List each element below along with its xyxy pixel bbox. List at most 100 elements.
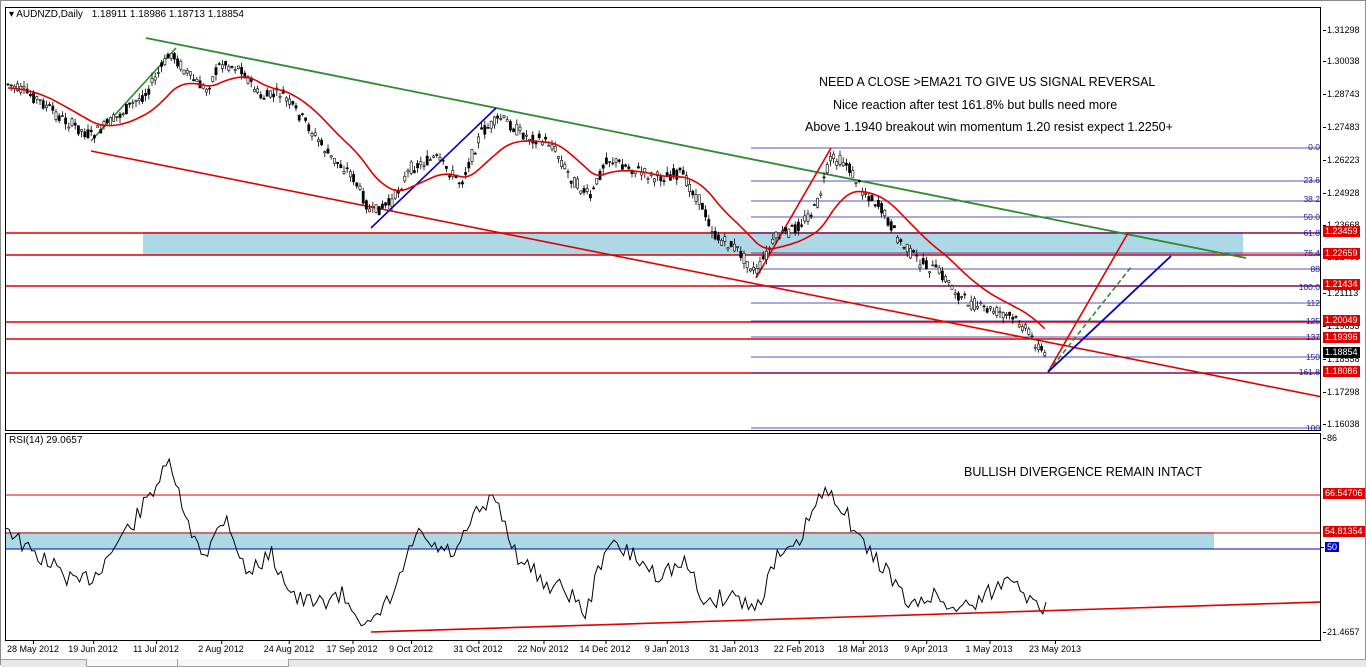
candle-body xyxy=(617,159,621,162)
chart-tab-active[interactable] xyxy=(86,659,178,667)
candle-body xyxy=(710,231,714,233)
candle-body xyxy=(195,79,199,82)
time-axis-label: 28 May 2012 xyxy=(6,641,60,654)
candle-body xyxy=(189,71,192,76)
candle-body xyxy=(521,132,525,140)
candle-body xyxy=(284,97,288,102)
candle-body xyxy=(217,63,221,65)
candle-body xyxy=(576,178,580,189)
candle-body xyxy=(681,170,685,175)
candle-body xyxy=(921,258,925,265)
candle-body xyxy=(419,161,423,166)
candle-body xyxy=(233,69,237,71)
candle-body xyxy=(620,164,624,170)
candle-body xyxy=(969,300,973,310)
price-tag: 1.18854 xyxy=(1323,347,1360,358)
rsi-axis-label: 50 xyxy=(1320,542,1340,552)
chevron-down-icon[interactable]: ▾ xyxy=(9,9,15,20)
rsi-axis-label: 66.54706 xyxy=(1323,488,1365,499)
fibonacci-lines xyxy=(751,147,1320,429)
candle-body xyxy=(1043,352,1047,357)
price-axis: 1.31298 1.30038 1.28743 1.27483 1.26223 1.249… xyxy=(1321,7,1366,431)
candle-body xyxy=(774,231,778,239)
candle-body xyxy=(496,115,500,119)
candle-body xyxy=(886,217,890,226)
candle-body xyxy=(163,58,167,66)
candle-body xyxy=(979,302,983,304)
candle-body xyxy=(697,194,701,205)
candle-body xyxy=(796,221,800,232)
candle-body xyxy=(726,247,730,250)
candle-body xyxy=(137,98,141,101)
chart-tabs xyxy=(1,659,1366,667)
candle-body xyxy=(358,185,362,190)
candle-body xyxy=(560,160,564,167)
candle-body xyxy=(873,204,877,207)
candle-body xyxy=(748,268,752,272)
candle-body xyxy=(336,161,340,164)
candle-body xyxy=(227,65,231,71)
candle-body xyxy=(307,124,311,132)
candle-body xyxy=(771,238,775,244)
candle-body xyxy=(160,62,164,67)
candle-body xyxy=(320,139,324,146)
candle-body xyxy=(422,165,426,168)
rsi-pane[interactable] xyxy=(5,433,1321,641)
candle-body xyxy=(169,53,173,60)
candle-body xyxy=(966,304,970,307)
candle-body xyxy=(428,159,432,161)
candle-body xyxy=(467,161,471,169)
candle-body xyxy=(51,105,55,111)
candle-body xyxy=(1017,324,1021,328)
candle-body xyxy=(556,156,560,159)
candle-body xyxy=(332,158,336,164)
rsi-annotation: BULLISH DIVERGENCE REMAIN INTACT xyxy=(964,465,1203,479)
price-axis-label: 1.24928 xyxy=(1323,188,1360,198)
candle-body xyxy=(918,264,922,269)
candle-body xyxy=(492,116,496,126)
candle-body xyxy=(940,270,944,281)
candle-body xyxy=(483,125,487,135)
candle-body xyxy=(109,117,112,126)
candle-body xyxy=(803,215,807,222)
candle-body xyxy=(515,124,519,136)
candle-body xyxy=(784,227,788,232)
candle-body xyxy=(668,174,672,181)
candle-body xyxy=(115,116,119,118)
candle-body xyxy=(659,176,663,182)
candle-body xyxy=(262,97,266,100)
time-axis-label: 22 Feb 2013 xyxy=(773,641,825,654)
candle-body xyxy=(278,95,282,98)
candle-body xyxy=(329,155,333,158)
candle-body xyxy=(323,151,327,153)
candle-body xyxy=(125,103,128,115)
candle-body xyxy=(77,125,80,135)
projection-green xyxy=(1047,265,1133,373)
candle-body xyxy=(908,247,912,259)
candle-body xyxy=(550,144,554,150)
candle-body xyxy=(208,87,212,90)
chart-tab[interactable] xyxy=(177,659,289,667)
candle-body xyxy=(732,243,736,252)
rsi-zone xyxy=(6,532,1214,549)
annotation-signal: NEED A CLOSE >EMA21 TO GIVE US SIGNAL RE… xyxy=(819,75,1156,89)
candle-body xyxy=(825,164,829,173)
candle-body xyxy=(460,181,464,185)
candle-body xyxy=(518,126,522,132)
resistance-zone xyxy=(143,232,1243,255)
candle-body xyxy=(22,86,26,89)
candle-body xyxy=(1040,346,1044,351)
candle-body xyxy=(214,67,218,75)
candle-body xyxy=(416,163,420,169)
time-axis-label: 17 Sep 2012 xyxy=(326,641,378,654)
candle-body xyxy=(294,105,298,109)
candle-body xyxy=(300,113,304,115)
time-axis-label: 1 May 2013 xyxy=(965,641,1013,654)
candle-body xyxy=(185,69,189,74)
fib-level-label: 61.8 xyxy=(1303,228,1320,238)
candle-body xyxy=(499,118,503,120)
price-pane[interactable]: 0.0 23.6 38.2 50.0 61.8 76.4 88 100.0 112 125 137 1… xyxy=(5,7,1321,431)
candle-body xyxy=(652,178,656,183)
candle-body xyxy=(876,199,880,208)
